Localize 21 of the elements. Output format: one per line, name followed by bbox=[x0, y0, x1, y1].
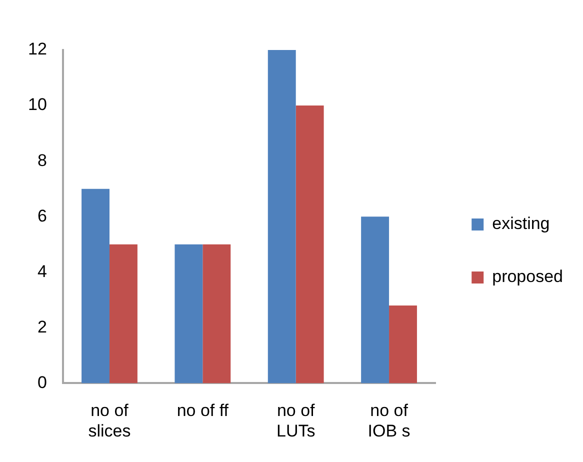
x-tick-label: no of IOB s bbox=[368, 401, 410, 440]
y-tick-label: 10 bbox=[28, 95, 47, 114]
y-tick-label: 0 bbox=[37, 372, 47, 392]
y-tick-label: 8 bbox=[37, 150, 47, 170]
legend-label: proposed bbox=[492, 267, 563, 286]
legend-label: existing bbox=[492, 214, 550, 234]
x-tick-label: no of slices bbox=[88, 401, 131, 440]
bar bbox=[109, 244, 138, 384]
x-tick-label: no of ff bbox=[176, 401, 229, 420]
bar bbox=[361, 216, 390, 384]
bar bbox=[389, 305, 417, 384]
bar bbox=[82, 188, 110, 384]
y-tick-label: 6 bbox=[37, 206, 47, 226]
y-tick-label: 12 bbox=[28, 40, 47, 59]
y-tick-label: 2 bbox=[37, 317, 47, 336]
bar bbox=[268, 50, 296, 384]
bar bbox=[296, 106, 324, 384]
x-tick-label: no of LUTs bbox=[276, 401, 316, 440]
y-tick-label: 4 bbox=[37, 262, 47, 281]
bar bbox=[202, 244, 231, 384]
bar bbox=[174, 244, 203, 384]
